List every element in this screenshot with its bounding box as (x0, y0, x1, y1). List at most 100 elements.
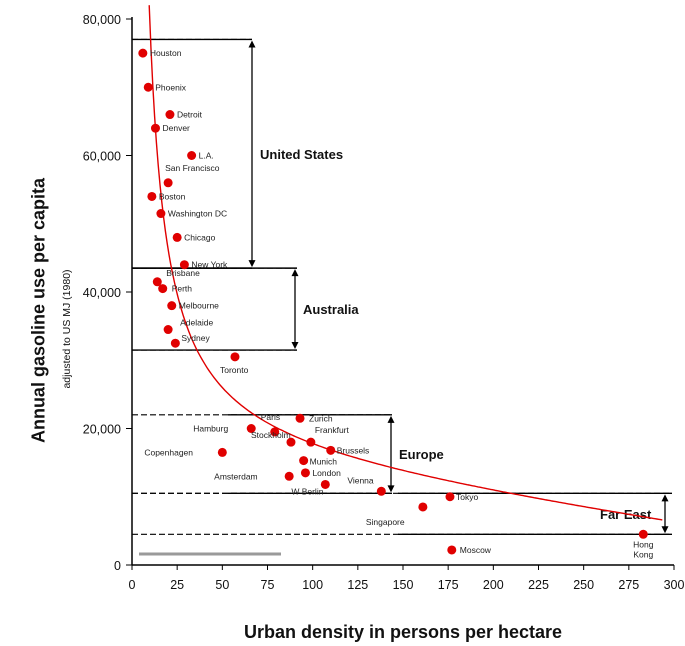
x-tick-label: 200 (483, 578, 504, 592)
point-label: Chicago (184, 232, 215, 242)
point-label: Houston (150, 48, 182, 58)
x-tick-label: 300 (664, 578, 685, 592)
x-tick-label: 100 (302, 578, 323, 592)
data-point (217, 447, 227, 457)
data-point (163, 178, 173, 188)
data-point (167, 301, 177, 311)
data-point (147, 191, 157, 201)
point-label: Melbourne (179, 301, 219, 311)
point-label: Hong (633, 539, 654, 549)
x-tick-label: 275 (618, 578, 639, 592)
point-label: Boston (159, 191, 186, 201)
x-tick-label: 75 (261, 578, 275, 592)
group-arrow-head (387, 415, 395, 423)
group-arrow-head (291, 269, 299, 277)
data-point (156, 209, 166, 219)
x-tick-label: 225 (528, 578, 549, 592)
point-label: London (312, 468, 341, 478)
data-point (306, 437, 316, 447)
data-point (295, 413, 305, 423)
point-label: Adelaide (180, 318, 213, 328)
data-point (152, 277, 162, 287)
data-point (246, 424, 256, 433)
data-point (150, 123, 160, 133)
point-label: Stockholm (251, 430, 291, 440)
y-axis-title: Annual gasoline use per capita (28, 177, 49, 444)
data-point (138, 48, 148, 58)
group-arrow-head (387, 485, 395, 493)
point-label: Singapore (366, 517, 405, 527)
y-tick-label: 0 (114, 559, 121, 573)
point-label: Phoenix (155, 82, 186, 92)
point-label: Brussels (337, 445, 370, 455)
point-label: Kong (633, 549, 653, 559)
point-label: Sydney (181, 333, 210, 343)
point-label: Moscow (460, 545, 492, 555)
group-arrow-head (661, 494, 669, 502)
chart-axes: 0 25 50 75 100 125 150 175 200 225 250 275 300 0 20,00… (83, 13, 685, 592)
group-label: Europe (399, 447, 444, 462)
data-point (179, 260, 189, 270)
data-point (326, 445, 336, 455)
data-point (170, 338, 180, 348)
x-tick-label: 25 (170, 578, 184, 592)
data-point (187, 151, 197, 160)
point-label: Copenhagen (144, 447, 193, 457)
y-tick-label: 20,000 (83, 423, 121, 437)
x-axis-title: Urban density in persons per hectare (243, 622, 563, 642)
point-labels: Houston Phoenix Detroit Denver L.A. San Franc… (144, 48, 653, 559)
trend-curve-layer (148, 5, 663, 521)
point-label: Munich (310, 457, 338, 467)
point-label: W Berlin (291, 486, 323, 496)
trend-curve (148, 5, 663, 521)
data-point (300, 468, 310, 478)
group-arrow-head (291, 342, 299, 350)
data-point (418, 502, 428, 512)
data-points (138, 48, 648, 555)
group-arrow-head (248, 260, 256, 268)
point-label: Paris (261, 412, 280, 422)
y-tick-label: 40,000 (83, 286, 121, 300)
point-label: Detroit (177, 110, 203, 120)
group-arrow-head (661, 526, 669, 534)
point-label: Amsterdam (214, 471, 257, 481)
data-point (376, 486, 386, 496)
point-label: Washington DC (168, 209, 227, 219)
data-point (299, 456, 309, 466)
data-point (638, 529, 648, 539)
data-point (172, 232, 182, 242)
data-point (163, 325, 173, 335)
point-label: L.A. (199, 151, 214, 161)
point-label: San Francisco (165, 163, 220, 173)
point-label: Vienna (347, 475, 374, 485)
group-label: United States (260, 147, 343, 162)
point-label: New York (191, 260, 228, 270)
point-label: Perth (172, 284, 193, 294)
data-point (286, 437, 296, 447)
y-tick-label: 80,000 (83, 13, 121, 27)
x-tick-label: 125 (347, 578, 368, 592)
y-axis-subtitle: adjusted to US MJ (1980) (61, 269, 73, 389)
group-label: Australia (303, 302, 359, 317)
point-label: Brisbane (166, 268, 200, 278)
data-point (143, 82, 153, 92)
point-label: Tokyo (456, 492, 478, 502)
x-tick-label: 175 (438, 578, 459, 592)
point-label: Frankfurt (315, 425, 350, 435)
y-tick-label: 60,000 (83, 150, 121, 164)
point-label: Zurich (309, 413, 333, 423)
point-label: Denver (162, 123, 190, 133)
x-tick-label: 0 (129, 578, 136, 592)
data-point (284, 471, 294, 481)
group-arrow-head (248, 40, 256, 48)
data-point (447, 545, 457, 555)
point-label: Toronto (220, 365, 249, 375)
data-point (445, 492, 455, 502)
x-tick-label: 50 (215, 578, 229, 592)
point-label: Hamburg (193, 424, 228, 434)
x-tick-label: 250 (573, 578, 594, 592)
data-point (158, 284, 168, 294)
data-point (320, 479, 330, 489)
